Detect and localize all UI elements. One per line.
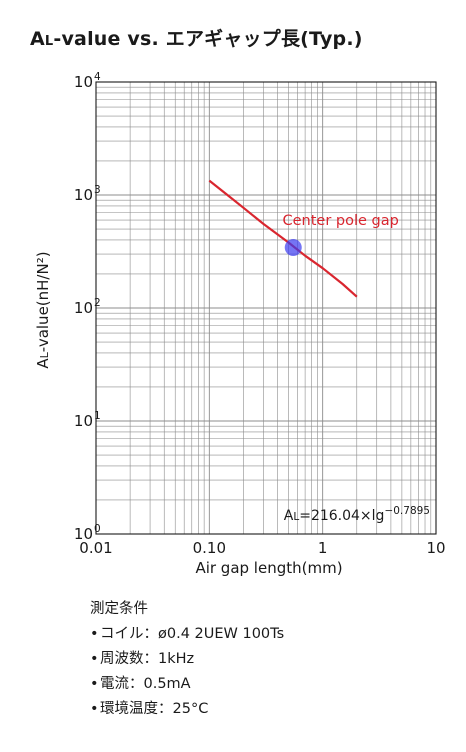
bullet: • [90, 626, 99, 642]
condition-item-temperature: •環境温度：25°C [90, 697, 284, 722]
condition-item-coil: •コイル：ø0.4 2UEW 100Ts [90, 622, 284, 647]
measurement-conditions: 測定条件 •コイル：ø0.4 2UEW 100Ts •周波数：1kHz •電流：… [90, 597, 284, 722]
bullet: • [90, 676, 99, 692]
formula-annotation: AL=216.04×lg−0.7895 [284, 505, 430, 524]
condition-text: 環境温度：25°C [100, 701, 209, 717]
conditions-heading: 測定条件 [90, 601, 148, 617]
y-tick-exponent: 3 [94, 184, 101, 196]
condition-text: 電流：0.5mA [100, 676, 191, 692]
highlight-marker [284, 239, 302, 257]
y-tick-exponent: 0 [94, 523, 101, 535]
chart-title: AL-value vs. エアギャップ長(Typ.) [30, 24, 363, 51]
condition-text: 周波数：1kHz [100, 651, 195, 667]
y-tick-label: 10 [74, 186, 93, 204]
title-sub: L [44, 34, 54, 49]
y-tick-label: 10 [74, 525, 93, 543]
condition-item-current: •電流：0.5mA [90, 672, 284, 697]
plot-frame [95, 81, 437, 535]
x-axis-label: Air gap length(mm) [195, 559, 342, 577]
series-line-center-pole-gap [208, 179, 358, 298]
x-tick-label: 0.10 [193, 539, 226, 557]
y-tick-exponent: 1 [94, 410, 101, 422]
y-tick-label: 10 [74, 73, 93, 91]
x-tick-label: 10 [426, 539, 445, 557]
x-tick-label: 0.01 [79, 539, 112, 557]
bullet: • [90, 701, 99, 717]
y-tick-exponent: 4 [94, 71, 101, 83]
condition-item-frequency: •周波数：1kHz [90, 647, 284, 672]
title-rest: -value vs. エアギャップ長(Typ.) [53, 28, 363, 50]
x-tick-label: 1 [318, 539, 328, 557]
condition-text: コイル：ø0.4 2UEW 100Ts [100, 626, 285, 642]
y-tick-label: 10 [74, 412, 93, 430]
title-lead: A [30, 28, 45, 50]
y-axis-label: AL-value(nH/N²) [34, 251, 52, 368]
y-tick-exponent: 2 [94, 297, 101, 309]
bullet: • [90, 651, 99, 667]
y-tick-label: 10 [74, 299, 93, 317]
series-label: Center pole gap [283, 213, 399, 229]
